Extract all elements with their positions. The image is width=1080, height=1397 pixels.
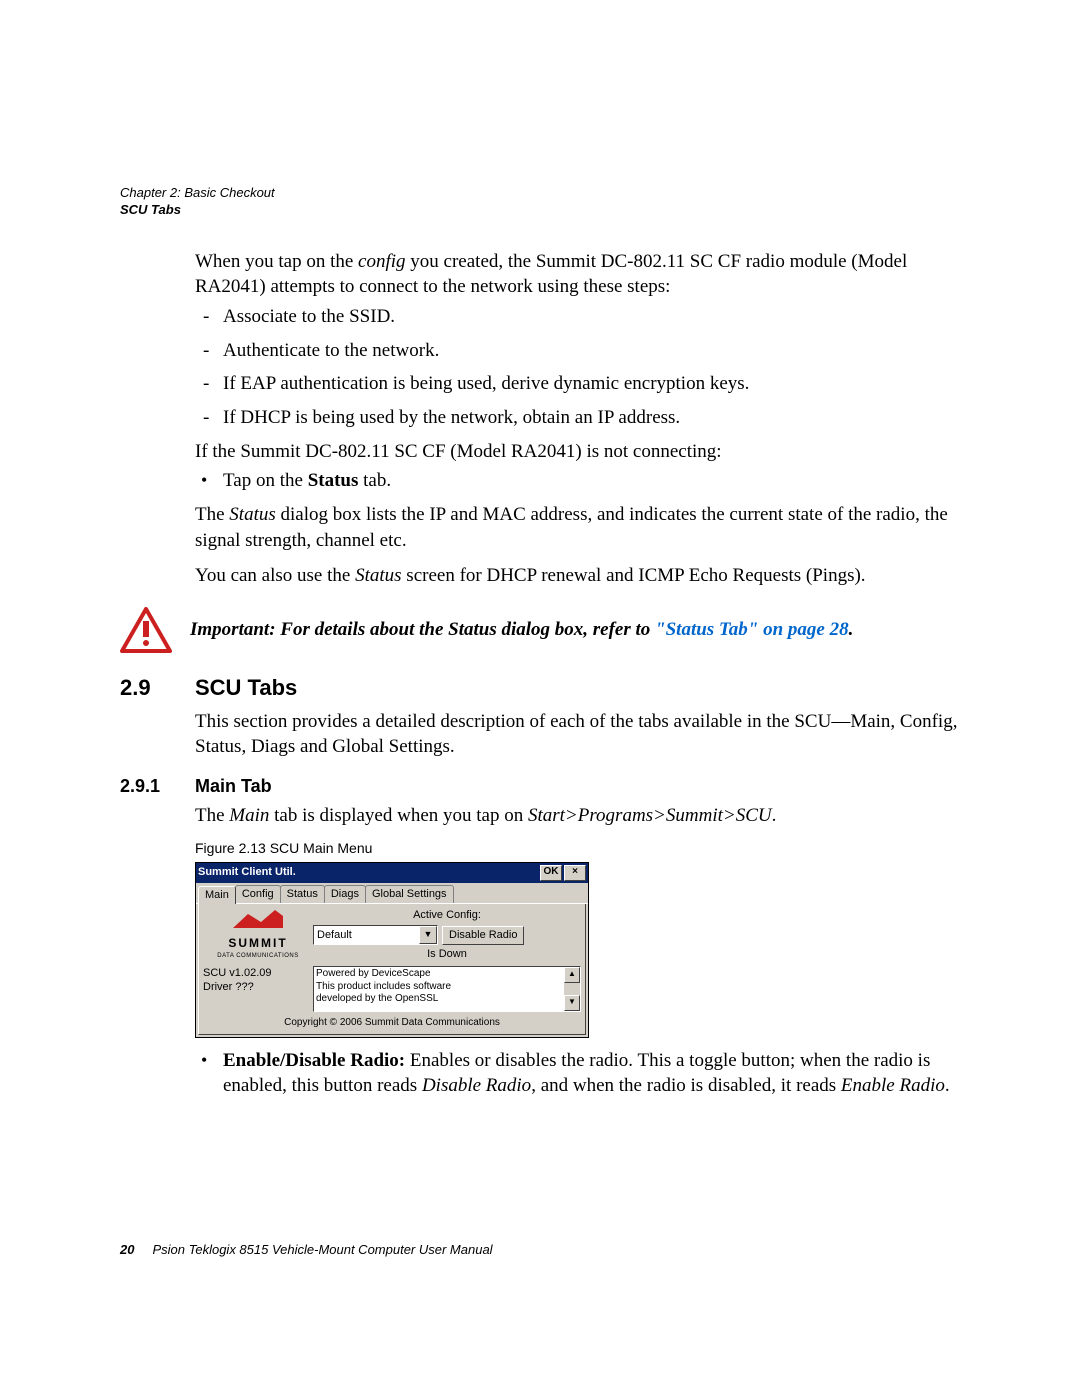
tap-item: Tap on the Status tab.	[223, 468, 960, 494]
summit-logo-icon	[233, 910, 283, 928]
footer-title: Psion Teklogix 8515 Vehicle-Mount Comput…	[152, 1242, 492, 1257]
page-number: 20	[120, 1242, 134, 1257]
steps-list: Associate to the SSID. Authenticate to t…	[195, 304, 960, 431]
body: When you tap on the config you created, …	[195, 249, 960, 589]
ok-button[interactable]: OK	[540, 865, 562, 881]
close-button[interactable]: ×	[564, 865, 586, 881]
info-textarea[interactable]: Powered by DeviceScape This product incl…	[313, 966, 581, 1012]
heading-2-9: 2.9SCU Tabs	[120, 675, 960, 701]
intro-p2: If the Summit DC-802.11 SC CF (Model RA2…	[195, 439, 960, 465]
tab-global[interactable]: Global Settings	[365, 885, 454, 904]
active-config-label: Active Config:	[313, 908, 581, 923]
intro-p3: The Status dialog box lists the IP and M…	[195, 502, 960, 553]
version-info: SCU v1.02.09 Driver ???	[203, 966, 313, 995]
summit-logo: SUMMIT DATA COMMUNICATIONS	[203, 908, 313, 962]
heading-2-9-1: 2.9.1Main Tab	[120, 776, 960, 797]
important-text: Important: For details about the Status …	[190, 617, 853, 643]
tab-config[interactable]: Config	[235, 885, 281, 904]
disable-radio-button[interactable]: Disable Radio	[442, 926, 524, 945]
titlebar: Summit Client Util. OK ×	[196, 863, 588, 883]
config-dropdown[interactable]: Default ▼	[313, 925, 438, 945]
status-tab-link[interactable]: "Status Tab" on page 28	[655, 619, 849, 640]
scrollbar[interactable]: ▲ ▼	[564, 967, 580, 1011]
section-line: SCU Tabs	[120, 202, 960, 219]
radio-status: Is Down	[313, 947, 581, 962]
window-title: Summit Client Util.	[198, 865, 296, 880]
section29-body: This section provides a detailed descrip…	[195, 709, 960, 760]
feature-item: Enable/Disable Radio: Enables or disable…	[223, 1048, 960, 1099]
tab-status[interactable]: Status	[280, 885, 325, 904]
chevron-down-icon: ▼	[419, 926, 437, 944]
scroll-up-icon[interactable]: ▲	[564, 967, 580, 983]
section291-body: The Main tab is displayed when you tap o…	[195, 803, 960, 1099]
page-content: Chapter 2: Basic Checkout SCU Tabs When …	[120, 185, 960, 1107]
tab-main[interactable]: Main	[198, 886, 236, 905]
copyright-text: Copyright © 2006 Summit Data Communicati…	[203, 1016, 581, 1030]
titlebar-buttons: OK ×	[540, 865, 586, 881]
tab-diags[interactable]: Diags	[324, 885, 366, 904]
warning-icon	[120, 607, 172, 653]
chapter-line: Chapter 2: Basic Checkout	[120, 185, 960, 202]
step-item: If DHCP is being used by the network, ob…	[223, 405, 960, 431]
scroll-down-icon[interactable]: ▼	[564, 995, 580, 1011]
important-note: Important: For details about the Status …	[120, 607, 960, 653]
step-item: Associate to the SSID.	[223, 304, 960, 330]
intro-p1: When you tap on the config you created, …	[195, 249, 960, 300]
tab-content: SUMMIT DATA COMMUNICATIONS Active Config…	[198, 904, 586, 1034]
running-header: Chapter 2: Basic Checkout SCU Tabs	[120, 185, 960, 219]
step-item: If EAP authentication is being used, der…	[223, 371, 960, 397]
figure-caption: Figure 2.13 SCU Main Menu	[195, 839, 960, 858]
tab-strip: Main Config Status Diags Global Settings	[196, 883, 588, 905]
feature-list: Enable/Disable Radio: Enables or disable…	[195, 1048, 960, 1099]
tap-list: Tap on the Status tab.	[195, 468, 960, 494]
scu-window: Summit Client Util. OK × Main Config Sta…	[195, 862, 589, 1038]
intro-p4: You can also use the Status screen for D…	[195, 563, 960, 589]
page-footer: 20 Psion Teklogix 8515 Vehicle-Mount Comp…	[120, 1242, 493, 1257]
step-item: Authenticate to the network.	[223, 338, 960, 364]
